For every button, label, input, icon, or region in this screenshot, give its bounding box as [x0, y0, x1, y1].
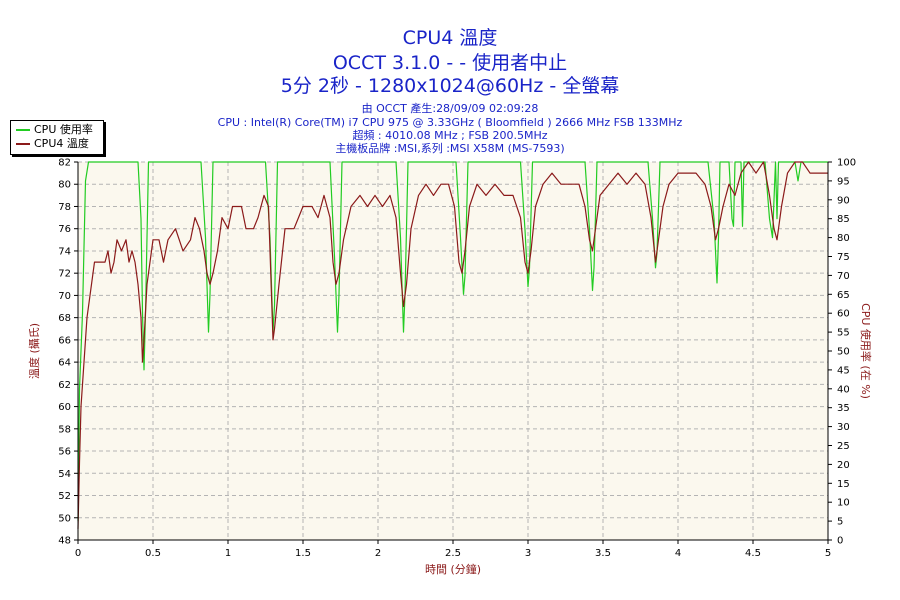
y-right-tick-label: 70: [837, 271, 850, 282]
y-right-tick-label: 55: [837, 328, 850, 339]
x-tick-label: 1: [225, 548, 231, 559]
y-right-tick-label: 5: [837, 517, 843, 528]
chart-subtitle-program: OCCT 3.1.0 - - 使用者中止: [332, 52, 568, 74]
y-right-tick-label: 90: [837, 195, 850, 206]
series-layer: [77, 161, 828, 529]
y-left-tick-label: 58: [58, 424, 71, 435]
y-left-tick-label: 50: [58, 513, 71, 524]
y-left-tick-label: 56: [58, 447, 71, 458]
chart-title: CPU4 溫度: [402, 27, 498, 49]
legend-label-cpu-temp: CPU4 溫度: [34, 137, 89, 150]
y-left-tick-label: 74: [58, 246, 71, 257]
y-right-tick-label: 40: [837, 384, 850, 395]
y-left-tick-label: 52: [58, 491, 71, 502]
y-left-tick-label: 66: [58, 335, 71, 346]
y-right-tick-label: 10: [837, 498, 850, 509]
legend-swatch-cpu-temp: [16, 143, 30, 145]
y-left-tick-label: 48: [58, 536, 71, 547]
y-right-tick-label: 100: [837, 158, 856, 169]
legend-item-cpu-usage: CPU 使用率: [16, 123, 93, 137]
y-right-tick-label: 50: [837, 347, 850, 358]
tick-labels: 0 0.5 1 1.5 2 2.5 3 3.5 4 4.5 54850525456586062646…: [58, 158, 856, 560]
info-generated: 由 OCCT 產生:28/09/09 02:09:28: [361, 102, 539, 115]
x-tick-label: 4: [675, 548, 681, 559]
axes: [74, 161, 832, 544]
x-tick-label: 0.5: [145, 548, 161, 559]
y-right-tick-label: 65: [837, 290, 850, 301]
y-left-tick-label: 76: [58, 224, 71, 235]
y-right-tick-label: 95: [837, 176, 850, 187]
y-right-tick-label: 80: [837, 233, 850, 244]
y-axis-label-left: 溫度 (攝氏): [27, 323, 41, 379]
y-left-tick-label: 82: [58, 158, 71, 169]
info-overclock: 超頻 : 4010.08 MHz ; FSB 200.5MHz: [352, 129, 548, 142]
y-left-tick-label: 62: [58, 380, 71, 391]
y-axis-label-right: CPU 使用率 (在 %): [859, 303, 873, 399]
y-left-tick-label: 80: [58, 180, 71, 191]
grid: [78, 161, 828, 540]
y-right-tick-label: 85: [837, 214, 850, 225]
y-right-tick-label: 45: [837, 365, 850, 376]
y-right-tick-label: 35: [837, 403, 850, 414]
y-right-tick-label: 15: [837, 479, 850, 490]
legend-item-cpu-temp: CPU4 溫度: [16, 137, 89, 151]
legend-label-cpu-usage: CPU 使用率: [34, 123, 93, 136]
series-cpu-usage-line: [77, 161, 828, 522]
x-tick-label: 0: [75, 548, 81, 559]
x-tick-label: 5: [825, 548, 831, 559]
y-left-tick-label: 72: [58, 269, 71, 280]
info-motherboard: 主機板品牌 :MSI,系列 :MSI X58M (MS-7593): [335, 142, 565, 155]
y-right-tick-label: 20: [837, 460, 850, 471]
y-right-tick-label: 0: [837, 536, 843, 547]
legend-swatch-cpu-usage: [16, 129, 30, 131]
x-axis-label: 時間 (分鐘): [425, 562, 481, 576]
x-tick-label: 3: [525, 548, 531, 559]
y-right-tick-label: 75: [837, 252, 850, 263]
x-tick-label: 4.5: [745, 548, 761, 559]
x-tick-label: 2: [375, 548, 381, 559]
y-left-tick-label: 60: [58, 402, 71, 413]
y-right-tick-label: 25: [837, 441, 850, 452]
y-left-tick-label: 54: [58, 469, 71, 480]
y-right-tick-label: 60: [837, 309, 850, 320]
x-tick-label: 3.5: [595, 548, 611, 559]
y-right-tick-label: 30: [837, 422, 850, 433]
x-tick-label: 2.5: [445, 548, 461, 559]
y-left-tick-label: 70: [58, 291, 71, 302]
y-left-tick-label: 78: [58, 202, 71, 213]
series-cpu-temp-line: [77, 161, 828, 529]
y-left-tick-label: 64: [58, 358, 71, 369]
x-tick-label: 1.5: [295, 548, 311, 559]
legend: CPU 使用率 CPU4 溫度: [10, 120, 104, 155]
y-left-tick-label: 68: [58, 313, 71, 324]
chart-subtitle-duration: 5分 2秒 - 1280x1024@60Hz - 全螢幕: [280, 75, 620, 97]
info-cpu: CPU : Intel(R) Core(TM) i7 CPU 975 @ 3.3…: [217, 116, 683, 129]
